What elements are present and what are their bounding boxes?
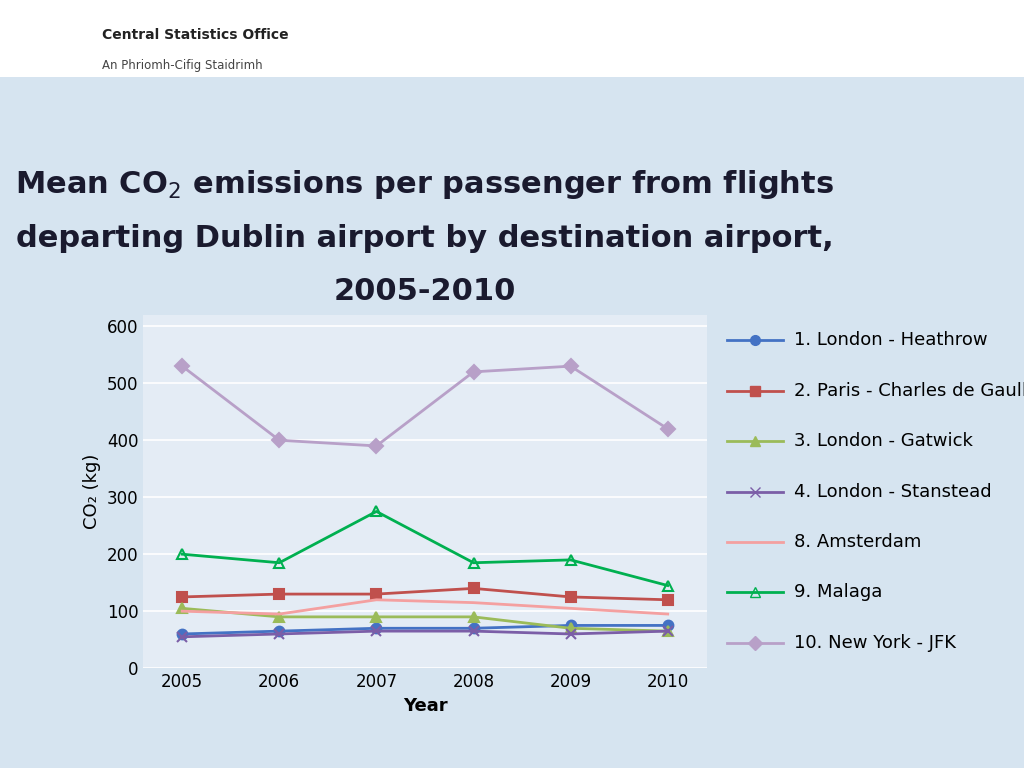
Text: An Phriomh-Cifig Staidrimh: An Phriomh-Cifig Staidrimh [102, 59, 263, 71]
Text: 4. London - Stanstead: 4. London - Stanstead [794, 482, 991, 501]
Text: 9. Malaga: 9. Malaga [794, 584, 882, 601]
Text: Mean CO$_2$ emissions per passenger from flights: Mean CO$_2$ emissions per passenger from… [15, 168, 835, 200]
Text: departing Dublin airport by destination airport,: departing Dublin airport by destination … [16, 223, 834, 253]
Text: 8. Amsterdam: 8. Amsterdam [794, 533, 921, 551]
Text: 1. London - Heathrow: 1. London - Heathrow [794, 331, 987, 349]
Text: Central Statistics Office: Central Statistics Office [102, 28, 289, 41]
Text: 2. Paris - Charles de Gaulle: 2. Paris - Charles de Gaulle [794, 382, 1024, 399]
Text: 3. London - Gatwick: 3. London - Gatwick [794, 432, 973, 450]
Text: 2005-2010: 2005-2010 [334, 277, 516, 306]
Text: 10. New York - JFK: 10. New York - JFK [794, 634, 955, 652]
Y-axis label: CO₂ (kg): CO₂ (kg) [83, 454, 101, 529]
Polygon shape [4, 13, 51, 76]
X-axis label: Year: Year [402, 697, 447, 714]
Text: CSO: CSO [20, 68, 44, 78]
Polygon shape [28, 13, 78, 76]
